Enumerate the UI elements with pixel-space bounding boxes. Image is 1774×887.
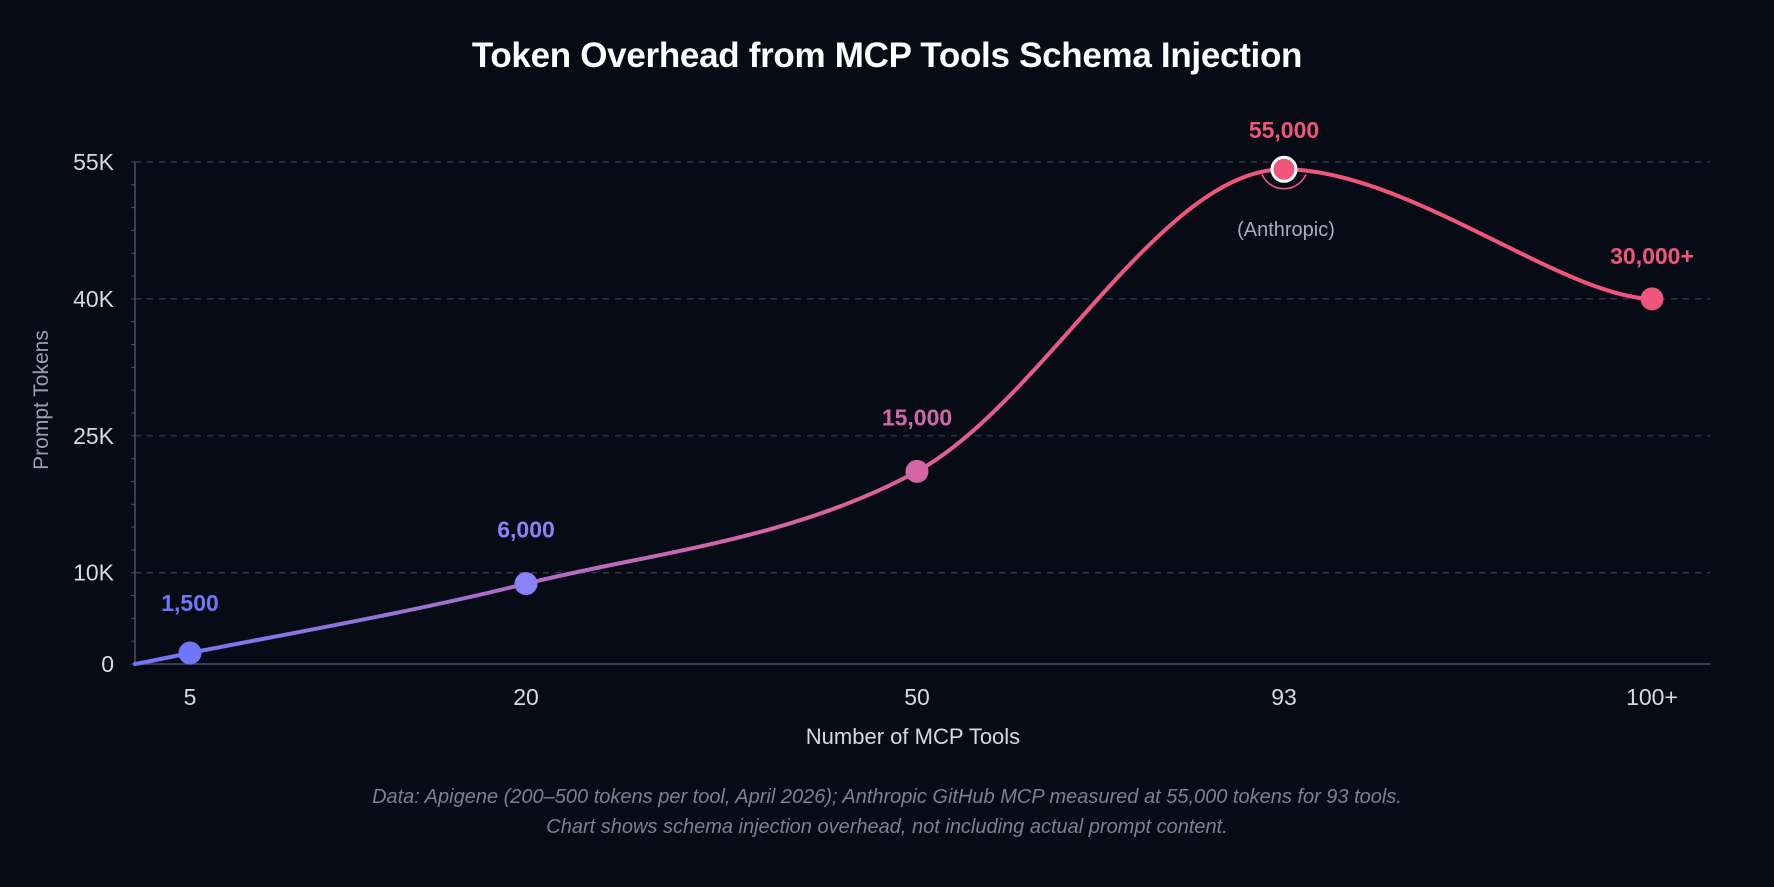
y-tick-label: 10K [73,560,115,586]
data-point [905,459,929,483]
x-tick-label: 93 [1271,684,1297,710]
footnote-line-1: Data: Apigene (200–500 tokens per tool, … [372,786,1402,808]
data-label: 15,000 [882,404,952,430]
data-label: 30,000+ [1610,243,1694,269]
data-label: 1,500 [161,590,219,616]
series-line [133,167,1654,666]
data-label: 6,000 [497,517,555,543]
peak-annotation-label: (Anthropic) [1237,219,1335,241]
data-point-peak [1270,155,1298,183]
data-label: 55,000 [1249,117,1319,143]
data-point [1640,287,1664,311]
y-tick-label: 55K [73,149,115,175]
x-tick-label: 20 [513,684,539,710]
x-tick-label: 50 [904,684,930,710]
x-axis-title: Number of MCP Tools [806,724,1020,749]
x-tick-label: 5 [184,684,197,710]
peak-annotation-bracket [1261,173,1307,190]
footnote-line-2: Chart shows schema injection overhead, n… [546,816,1228,838]
chart-title: Token Overhead from MCP Tools Schema Inj… [471,36,1303,75]
y-tick-label: 25K [73,423,115,449]
data-point [178,641,202,665]
data-point [514,572,538,596]
y-axis-title: Prompt Tokens [30,330,53,470]
y-tick-label: 0 [101,651,114,677]
x-tick-label: 100+ [1626,684,1678,710]
y-tick-label: 40K [73,286,115,312]
